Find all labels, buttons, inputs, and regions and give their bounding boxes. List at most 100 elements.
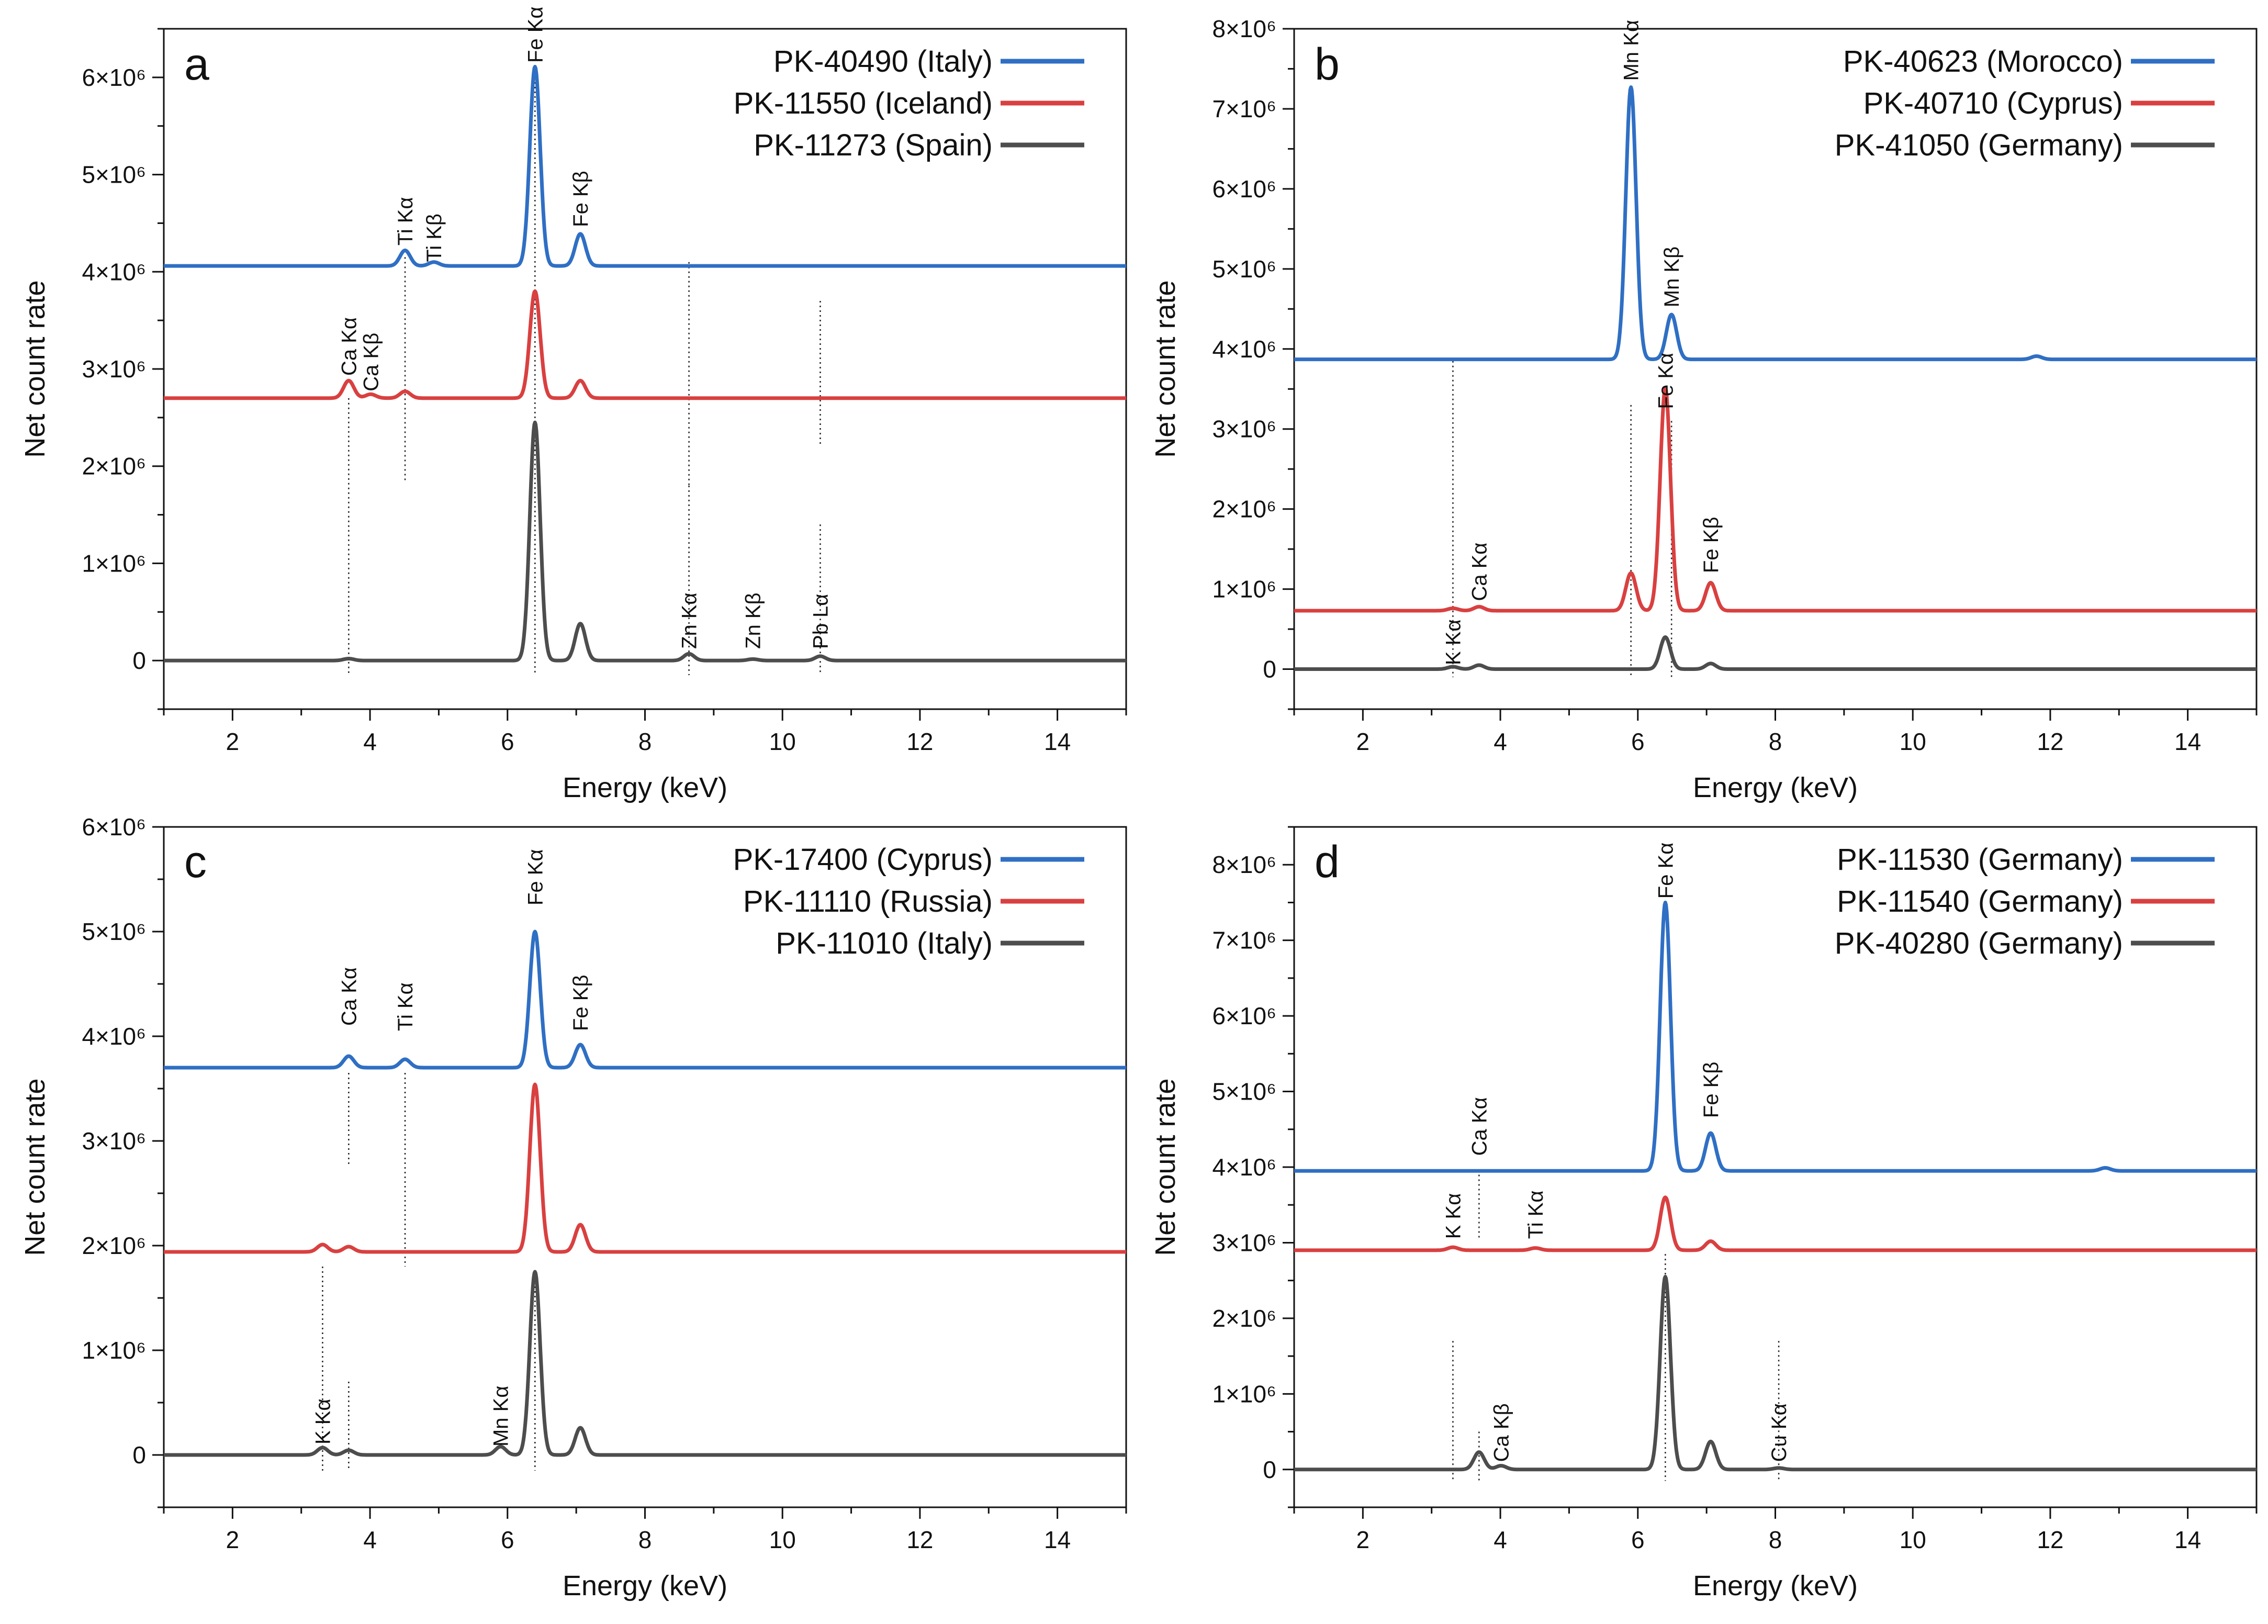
peak-label: Ca Kα bbox=[1468, 542, 1491, 601]
x-tick-label: 8 bbox=[1769, 728, 1782, 755]
y-axis-title: Net count rate bbox=[19, 1078, 51, 1256]
y-axis-title: Net count rate bbox=[1150, 280, 1181, 457]
series-line-3 bbox=[1293, 1274, 2258, 1472]
peak-label: Ti Kα bbox=[394, 197, 417, 245]
x-tick-label: 6 bbox=[1631, 1526, 1645, 1553]
x-tick-label: 8 bbox=[638, 1526, 652, 1553]
panel-c: c 2 4 6 8 10 12 14 0 1×10⁶ 2×10⁶ 3×10⁶ 4×10⁶ 5×10⁶ 6×… bbox=[19, 813, 1128, 1601]
legend-entry-label: PK-11530 (Germany) bbox=[1837, 843, 2123, 877]
x-tick-label: 2 bbox=[226, 728, 240, 755]
legend-entry-label: PK-11540 (Germany) bbox=[1837, 884, 2123, 919]
y-tick-label: 2×10⁶ bbox=[82, 453, 146, 480]
y-axis-title: Net count rate bbox=[19, 280, 51, 457]
y-tick-label: 4×10⁶ bbox=[82, 258, 146, 285]
x-tick-label: 8 bbox=[1769, 1526, 1782, 1553]
panel-a: a 2 4 6 8 10 12 14 0 1×10⁶ 2×10⁶ 3×10⁶ 4×10⁶ 5×10⁶ 6×… bbox=[19, 6, 1128, 803]
series-line-2 bbox=[162, 289, 1128, 400]
y-tick-label: 1×10⁶ bbox=[1212, 576, 1276, 603]
y-tick-label: 7×10⁶ bbox=[1212, 95, 1276, 122]
peak-label: Fe Kα bbox=[524, 6, 547, 63]
legend-entry-label: PK-11550 (Iceland) bbox=[734, 86, 993, 120]
peak-label: Ca Kα bbox=[338, 967, 361, 1026]
panel-d: d 2 4 6 8 10 12 14 0 1×10⁶ 2×10⁶ 3×10⁶ 4×10⁶ 5×10⁶ 6×… bbox=[1150, 826, 2258, 1601]
peak-label: Ca Kα bbox=[1468, 1097, 1491, 1156]
legend-entry-label: PK-11010 (Italy) bbox=[776, 926, 993, 960]
legend-entry-label: PK-40710 (Cyprus) bbox=[1863, 86, 2123, 120]
x-tick-label: 10 bbox=[1900, 728, 1926, 755]
x-tick-label: 2 bbox=[1356, 728, 1370, 755]
y-tick-label: 1×10⁶ bbox=[82, 550, 146, 577]
peak-label: Fe Kβ bbox=[1700, 517, 1723, 573]
series-line-1 bbox=[162, 929, 1128, 1070]
peak-label: Fe Kβ bbox=[569, 171, 592, 227]
peak-label: Fe Kβ bbox=[569, 975, 592, 1031]
x-tick-label: 14 bbox=[1044, 1526, 1071, 1553]
y-tick-label: 0 bbox=[1263, 1456, 1276, 1483]
y-tick-label: 6×10⁶ bbox=[82, 813, 146, 841]
legend-entry-label: PK-40490 (Italy) bbox=[773, 44, 993, 79]
peak-label: Mn Kβ bbox=[1660, 247, 1683, 307]
y-tick-label: 5×10⁶ bbox=[1212, 255, 1276, 283]
series-line-3 bbox=[162, 1270, 1128, 1457]
legend-entry-label: PK-11110 (Russia) bbox=[743, 884, 993, 919]
y-tick-label: 4×10⁶ bbox=[1212, 335, 1276, 363]
y-tick-label: 0 bbox=[132, 1441, 146, 1469]
peak-label: Zn Kβ bbox=[742, 592, 765, 648]
x-tick-label: 6 bbox=[501, 728, 514, 755]
x-tick-label: 4 bbox=[363, 728, 377, 755]
y-tick-label: 4×10⁶ bbox=[1212, 1153, 1276, 1181]
legend-entry-label: PK-41050 (Germany) bbox=[1835, 128, 2123, 162]
peak-label: Zn Kα bbox=[678, 592, 701, 649]
x-tick-label: 4 bbox=[1494, 728, 1507, 755]
peak-label: K Kα bbox=[1442, 1193, 1465, 1239]
y-tick-label: 4×10⁶ bbox=[82, 1023, 146, 1050]
y-tick-label: 6×10⁶ bbox=[82, 64, 146, 91]
peak-label: Ca Kβ bbox=[360, 333, 383, 391]
x-tick-label: 2 bbox=[226, 1526, 240, 1553]
y-tick-label: 6×10⁶ bbox=[1212, 175, 1276, 203]
x-tick-label: 10 bbox=[769, 1526, 796, 1553]
peak-label: Ti Kα bbox=[1524, 1190, 1547, 1239]
panel-letter: d bbox=[1315, 837, 1340, 887]
x-axis-title: Energy (keV) bbox=[1693, 1570, 1858, 1601]
y-tick-label: 5×10⁶ bbox=[82, 161, 146, 188]
series-line-3 bbox=[1293, 635, 2258, 671]
y-tick-label: 0 bbox=[1263, 656, 1276, 683]
y-tick-label: 1×10⁶ bbox=[1212, 1380, 1276, 1407]
panel-letter: c bbox=[184, 837, 207, 887]
x-tick-label: 4 bbox=[363, 1526, 377, 1553]
x-tick-label: 10 bbox=[769, 728, 796, 755]
y-tick-label: 6×10⁶ bbox=[1212, 1002, 1276, 1029]
y-tick-label: 3×10⁶ bbox=[82, 1127, 146, 1155]
x-tick-label: 6 bbox=[1631, 728, 1645, 755]
series-line-1 bbox=[162, 64, 1128, 268]
panel-letter: b bbox=[1315, 39, 1340, 89]
y-axis-title: Net count rate bbox=[1150, 1078, 1181, 1256]
peak-label: Mn Kα bbox=[1620, 20, 1643, 81]
legend-entry-label: PK-40623 (Morocco) bbox=[1843, 44, 2123, 79]
x-tick-label: 10 bbox=[1900, 1526, 1926, 1553]
y-tick-label: 2×10⁶ bbox=[82, 1232, 146, 1259]
peak-label: Fe Kα bbox=[524, 849, 547, 905]
series-line-2 bbox=[1293, 386, 2258, 613]
legend-entry-label: PK-40280 (Germany) bbox=[1835, 926, 2123, 960]
x-tick-label: 8 bbox=[638, 728, 652, 755]
y-tick-label: 7×10⁶ bbox=[1212, 927, 1276, 954]
x-tick-label: 14 bbox=[2174, 728, 2201, 755]
y-tick-label: 2×10⁶ bbox=[1212, 1305, 1276, 1332]
peak-label: Ti Kα bbox=[394, 982, 417, 1031]
peak-label: K Kα bbox=[311, 1398, 334, 1444]
peak-label: Cu Kα bbox=[1768, 1403, 1791, 1462]
y-tick-label: 8×10⁶ bbox=[1212, 15, 1276, 42]
peak-label: Mn Kα bbox=[490, 1386, 513, 1447]
peak-label: K Kα bbox=[1442, 619, 1465, 665]
panel-b: b 2 4 6 8 10 12 14 0 1×10⁶ 2×10⁶ 3×10⁶ 4×10⁶ 5×10⁶ 6×… bbox=[1150, 15, 2258, 803]
x-tick-label: 12 bbox=[906, 728, 933, 755]
series-line-2 bbox=[162, 1082, 1128, 1254]
legend-entry-label: PK-17400 (Cyprus) bbox=[733, 843, 993, 877]
x-axis-title: Energy (keV) bbox=[563, 772, 727, 803]
x-axis-title: Energy (keV) bbox=[1693, 772, 1858, 803]
x-tick-label: 12 bbox=[906, 1526, 933, 1553]
peak-label: Fe Kβ bbox=[1700, 1062, 1723, 1118]
